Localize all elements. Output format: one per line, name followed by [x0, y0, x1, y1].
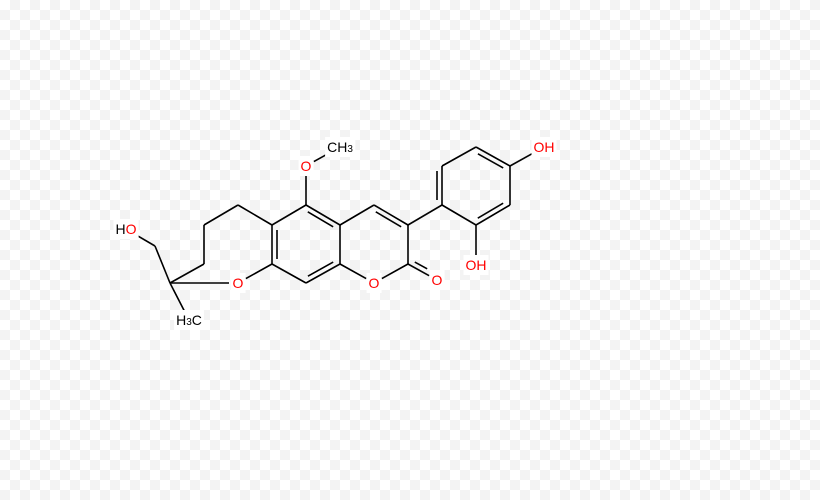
svg-text:O: O: [301, 158, 312, 174]
svg-text:OH: OH: [533, 139, 554, 155]
svg-text:O: O: [233, 275, 244, 291]
bonds-layer: [134, 147, 536, 312]
svg-text:OH: OH: [465, 257, 486, 273]
molecule-diagram: OOOOCH3H3CHOOHOH: [0, 0, 820, 500]
svg-text:HO: HO: [115, 221, 136, 237]
svg-text:O: O: [369, 275, 380, 291]
svg-text:O: O: [432, 272, 443, 288]
